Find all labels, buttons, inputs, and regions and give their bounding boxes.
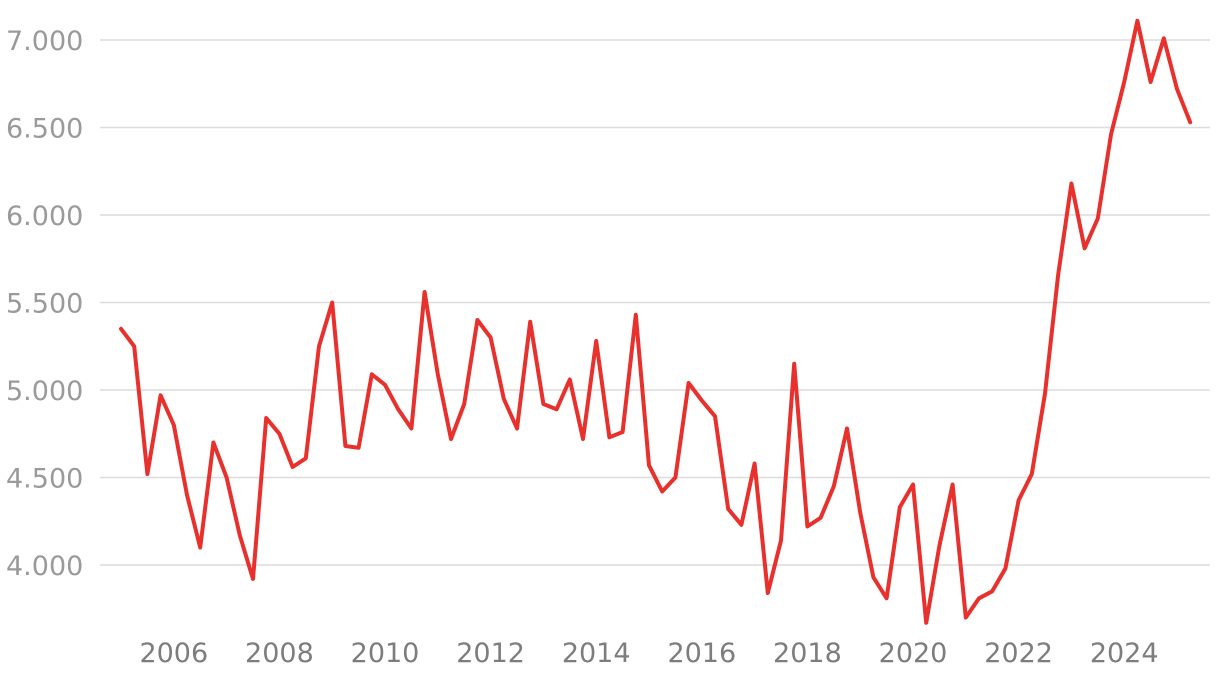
x-tick-label: 2006 [139, 638, 208, 669]
gridlines [100, 39, 1210, 566]
y-tick-label: 4.000 [6, 551, 83, 582]
x-tick-label: 2016 [667, 638, 736, 669]
x-tick-label: 2012 [456, 638, 525, 669]
x-tick-label: 2022 [984, 638, 1053, 669]
y-tick-label: 4.500 [6, 464, 83, 495]
x-axis-ticks: 2006 2008 2010 2012 2014 2016 2018 2020 2022 2024 [139, 638, 1158, 669]
x-tick-label: 2008 [245, 638, 314, 669]
y-tick-label: 6.500 [6, 114, 83, 145]
x-tick-label: 2010 [351, 638, 420, 669]
series-line [119, 18, 1193, 625]
x-tick-label: 2018 [773, 638, 842, 669]
y-tick-label: 6.000 [6, 201, 83, 232]
y-tick-label: 5.500 [6, 289, 83, 320]
x-tick-label: 2020 [879, 638, 948, 669]
x-tick-label: 2014 [562, 638, 631, 669]
x-tick-label: 2024 [1090, 638, 1159, 669]
y-axis-ticks: 4.000 4.500 5.000 5.500 6.000 6.500 7.000 [6, 26, 83, 582]
y-tick-label: 5.000 [6, 376, 83, 407]
series-layer [119, 18, 1193, 625]
y-tick-label: 7.000 [6, 26, 83, 57]
